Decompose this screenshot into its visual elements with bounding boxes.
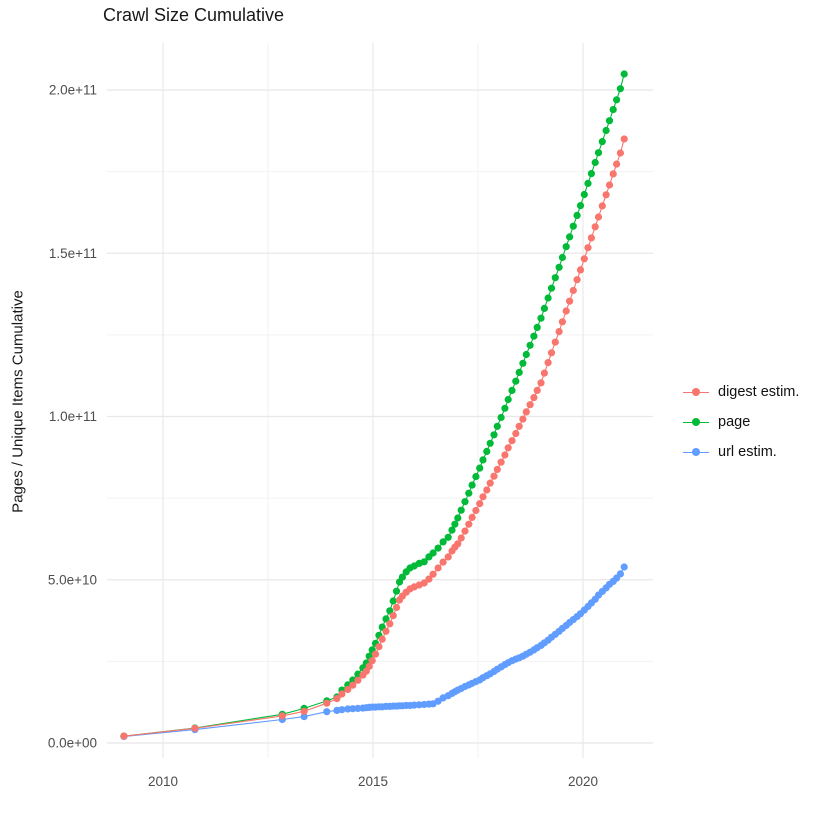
gridlines (107, 43, 653, 758)
svg-text:5.0e+10: 5.0e+10 (48, 572, 97, 587)
series-url-estim (120, 563, 628, 741)
svg-text:0.0e+00: 0.0e+00 (48, 736, 97, 751)
legend-label-digest: digest estim. (718, 384, 800, 400)
y-tick-labels: 0.0e+00 5.0e+10 1.0e+11 1.5e+11 2.0e+11 (48, 83, 97, 751)
y-axis-title: Pages / Unique Items Cumulative (9, 290, 27, 513)
svg-text:2.0e+11: 2.0e+11 (49, 83, 97, 98)
legend-key-page-icon (683, 417, 709, 427)
legend-item-digest: digest estim. (683, 377, 799, 407)
legend-key-digest-icon (683, 387, 709, 397)
series-page (120, 70, 628, 740)
svg-text:2015: 2015 (358, 774, 388, 789)
x-tick-labels: 2010 2015 2020 (148, 774, 598, 789)
chart-title: Crawl Size Cumulative (103, 5, 285, 25)
legend-label-page: page (718, 414, 751, 430)
series-digest-estim (120, 135, 628, 740)
legend-item-page: page (683, 407, 799, 437)
legend-label-url: url estim. (718, 444, 777, 460)
svg-text:2010: 2010 (148, 774, 178, 789)
svg-text:2020: 2020 (568, 774, 598, 789)
svg-text:1.0e+11: 1.0e+11 (49, 409, 97, 424)
svg-text:1.5e+11: 1.5e+11 (49, 246, 97, 261)
legend: digest estim. page url estim. (683, 377, 799, 467)
legend-key-url-icon (683, 447, 709, 457)
legend-item-url: url estim. (683, 437, 799, 467)
